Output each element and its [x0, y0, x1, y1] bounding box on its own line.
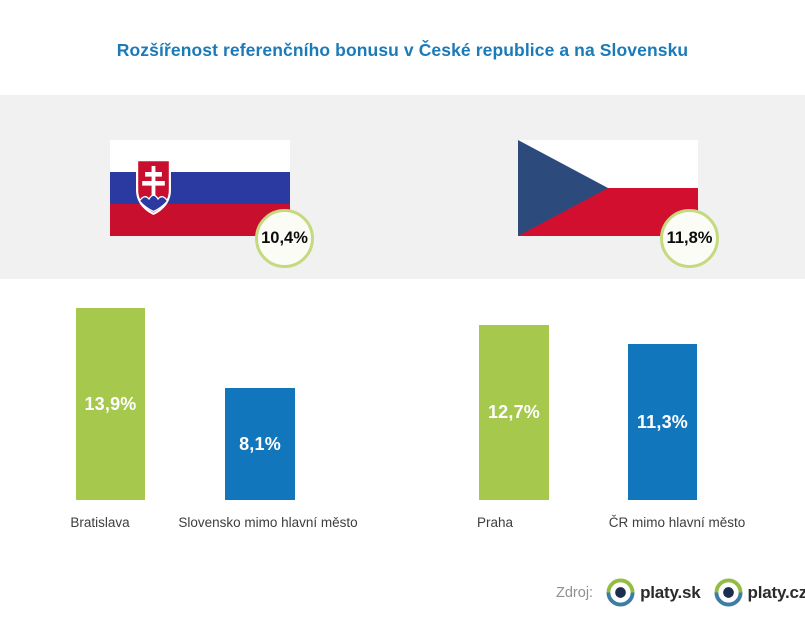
- bar-bratislava: 13,9%: [76, 308, 145, 500]
- source-footer: Zdroj: platy.sk platy.cz: [556, 578, 805, 607]
- bar-label-bratislava: Bratislava: [70, 515, 130, 530]
- czech-total-value: 11,8%: [666, 229, 713, 247]
- slovakia-total-value: 10,4%: [261, 229, 308, 247]
- bar-value-praha: 12,7%: [487, 401, 541, 422]
- bar-value-cr-mimo-hlavni-mesto: 11,3%: [636, 411, 689, 432]
- czech-total-badge: 11,8%: [660, 209, 719, 268]
- platy-cz-logo: platy.cz: [714, 578, 805, 607]
- bar-value-slovensko-mimo-hlavni-mesto: 8,1%: [239, 433, 281, 454]
- bar-label-cr-mimo-hlavni-mesto: ČR mimo hlavní město: [608, 515, 746, 530]
- bar-value-bratislava: 13,9%: [84, 393, 137, 414]
- slovakia-coat-of-arms: [136, 159, 171, 215]
- bar-label-praha: Praha: [476, 515, 514, 530]
- platy-cz-label: platy.cz: [747, 582, 805, 602]
- platy-eye-icon: [606, 578, 635, 607]
- slovakia-flag-icon: [110, 140, 290, 236]
- page-title: Rozšířenost referenčního bonusu v České …: [116, 40, 689, 60]
- platy-eye-icon: [714, 578, 743, 607]
- bar-label-slovensko-mimo-hlavni-mesto: Slovensko mimo hlavní město: [178, 515, 358, 530]
- platy-sk-label: platy.sk: [640, 582, 701, 602]
- platy-sk-logo: platy.sk: [606, 578, 701, 607]
- bar-praha: 12,7%: [479, 324, 549, 500]
- source-label: Zdroj:: [556, 584, 594, 601]
- bar-slovensko-mimo-hlavni-mesto: 8,1%: [225, 388, 295, 500]
- slovakia-total-badge: 10,4%: [255, 209, 314, 268]
- bar-cr-mimo-hlavni-mesto: 11,3%: [628, 344, 697, 500]
